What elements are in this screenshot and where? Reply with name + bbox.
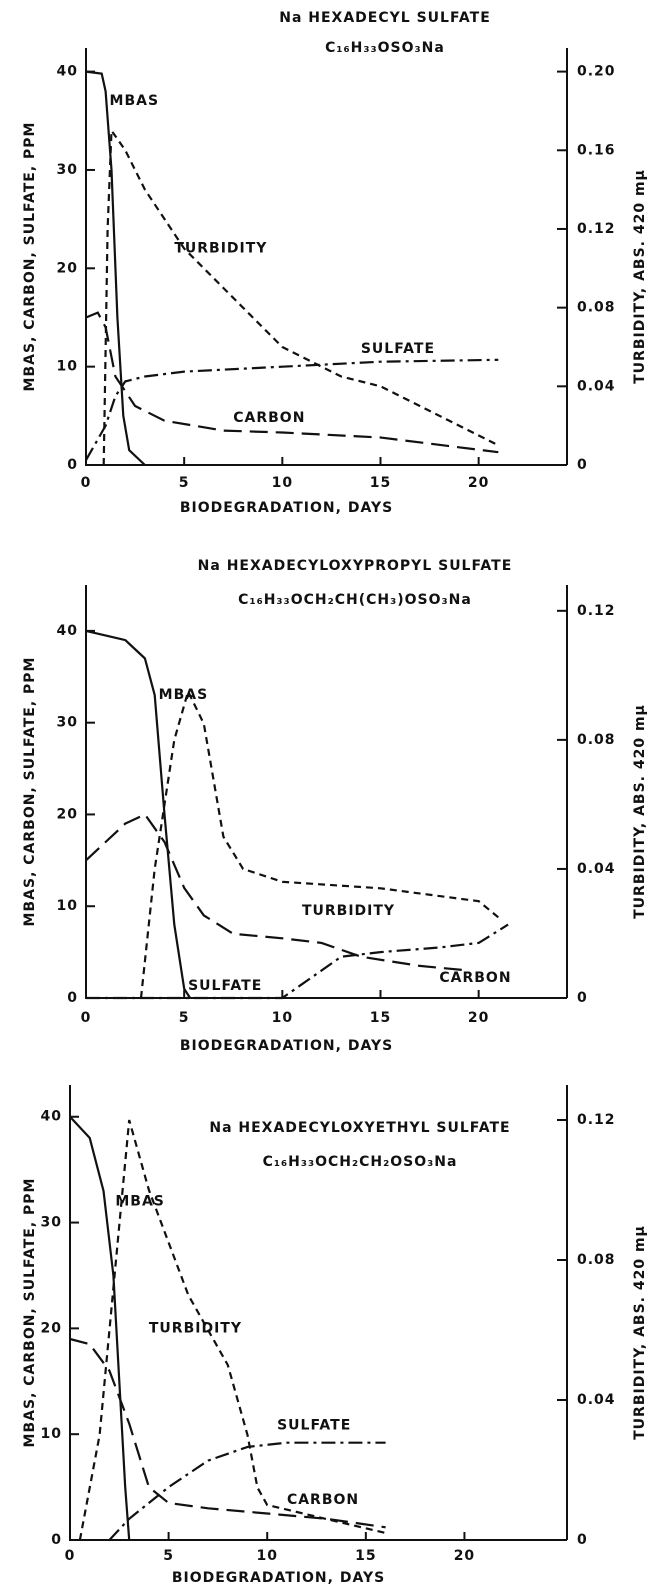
series-line — [85, 311, 499, 454]
series-line — [108, 1441, 386, 1541]
series-line — [85, 70, 146, 466]
y2-tick-label: 0.12 — [577, 1112, 616, 1128]
y2-tick-label: 0.04 — [577, 378, 616, 394]
x-tick-label: 20 — [454, 1548, 475, 1564]
y2-axis-label: TURBIDITY, ABS. 420 mμ — [632, 169, 648, 384]
series-line — [69, 1115, 131, 1541]
series-label: CARBON — [287, 1492, 359, 1508]
y2-tick-label: 0.08 — [577, 732, 616, 748]
series-label: MBAS — [110, 93, 160, 109]
series-label: TURBIDITY — [149, 1320, 242, 1336]
x-tick-label: 15 — [355, 1548, 376, 1564]
y-tick-label: 20 — [41, 1320, 62, 1336]
series-line — [85, 813, 469, 972]
y-axis-label: MBAS, CARBON, SULFATE, PPM — [22, 657, 38, 927]
y2-tick-label: 0 — [577, 1532, 588, 1548]
series-label: SULFATE — [361, 341, 435, 357]
y2-tick-label: 0 — [577, 457, 588, 473]
chart-subtitle: C₁₆H₃₃OCH₂CH₂OSO₃Na — [263, 1154, 458, 1170]
x-tick-label: 0 — [81, 475, 92, 491]
x-tick-label: 5 — [179, 475, 190, 491]
x-axis-label: BIODEGRADATION, DAYS — [180, 1038, 393, 1054]
chart-title: Na HEXADECYL SULFATE — [279, 10, 491, 26]
y-tick-label: 10 — [57, 359, 78, 375]
y-tick-label: 0 — [67, 990, 78, 1006]
series-label: MBAS — [159, 687, 209, 703]
y2-tick-label: 0.04 — [577, 861, 616, 877]
x-tick-label: 15 — [370, 1010, 391, 1026]
series-line — [139, 688, 499, 999]
y-tick-label: 20 — [57, 260, 78, 276]
y-tick-label: 30 — [57, 715, 78, 731]
y-tick-label: 0 — [67, 457, 78, 473]
y2-tick-label: 0 — [577, 990, 588, 1006]
chart-title: Na HEXADECYLOXYPROPYL SULFATE — [198, 558, 513, 574]
chart-subtitle: C₁₆H₃₃OSO₃Na — [325, 40, 445, 56]
x-tick-label: 5 — [179, 1010, 190, 1026]
series-label: MBAS — [115, 1193, 165, 1209]
series-label: TURBIDITY — [302, 903, 395, 919]
y-axis-label: MBAS, CARBON, SULFATE, PPM — [22, 1178, 38, 1448]
y-tick-label: 30 — [57, 162, 78, 178]
x-tick-label: 10 — [272, 475, 293, 491]
series-label: SULFATE — [277, 1418, 351, 1434]
series-line — [69, 1337, 386, 1529]
y-tick-label: 40 — [57, 623, 78, 639]
series-label: SULFATE — [188, 978, 262, 994]
y-axis — [85, 585, 467, 999]
y2-tick-label: 0.20 — [577, 64, 616, 80]
series-label: CARBON — [233, 410, 305, 426]
x-axis-label: BIODEGRADATION, DAYS — [172, 1570, 385, 1586]
y-tick-label: 20 — [57, 806, 78, 822]
y-tick-label: 30 — [41, 1215, 62, 1231]
y2-tick-label: 0.08 — [577, 1252, 616, 1268]
y-tick-label: 40 — [41, 1109, 62, 1125]
x-tick-label: 10 — [256, 1548, 277, 1564]
x-axis-label: BIODEGRADATION, DAYS — [180, 500, 393, 516]
series-line — [86, 923, 509, 1000]
y-tick-label: 10 — [57, 898, 78, 914]
series-line — [102, 127, 499, 466]
x-tick-label: 15 — [370, 475, 391, 491]
y2-tick-label: 0.04 — [577, 1392, 616, 1408]
y-tick-label: 10 — [41, 1426, 62, 1442]
series-line — [85, 358, 499, 461]
series-label: CARBON — [439, 970, 511, 986]
chart-subtitle: C₁₆H₃₃OCH₂CH(CH₃)OSO₃Na — [238, 592, 472, 608]
y-axis — [85, 48, 467, 466]
chart-title: Na HEXADECYLOXYETHYL SULFATE — [209, 1120, 510, 1136]
x-tick-label: 10 — [272, 1010, 293, 1026]
x-tick-label: 5 — [163, 1548, 174, 1564]
series-line — [78, 1119, 386, 1541]
x-tick-label: 20 — [468, 475, 489, 491]
y-axis-label: MBAS, CARBON, SULFATE, PPM — [22, 122, 38, 392]
y2-tick-label: 0.12 — [577, 603, 616, 619]
series-line — [85, 629, 192, 999]
x-tick-label: 20 — [468, 1010, 489, 1026]
y2-tick-label: 0.08 — [577, 300, 616, 316]
series-label: TURBIDITY — [174, 241, 267, 257]
y2-tick-label: 0.12 — [577, 221, 616, 237]
y-tick-label: 40 — [57, 64, 78, 80]
x-tick-label: 0 — [65, 1548, 76, 1564]
y-tick-label: 0 — [51, 1532, 62, 1548]
y2-axis-label: TURBIDITY, ABS. 420 mμ — [632, 1225, 648, 1440]
y2-tick-label: 0.16 — [577, 142, 616, 158]
x-tick-label: 0 — [81, 1010, 92, 1026]
y2-axis-label: TURBIDITY, ABS. 420 mμ — [632, 704, 648, 919]
